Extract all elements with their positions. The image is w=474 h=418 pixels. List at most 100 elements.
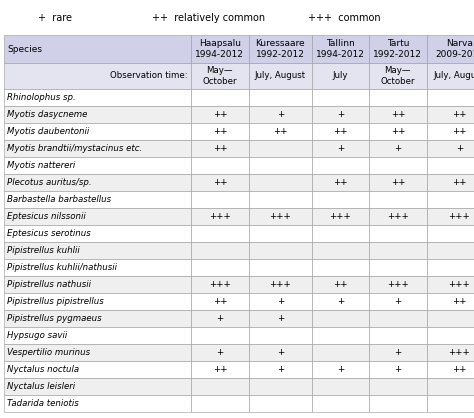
Bar (311, 106, 369, 123)
Text: +: + (277, 110, 284, 119)
Bar (191, 123, 249, 140)
Bar (191, 106, 249, 123)
Bar (249, 140, 311, 157)
Text: Pipistrellus kuhlii: Pipistrellus kuhlii (7, 246, 80, 255)
Bar (4, 157, 191, 174)
Bar (369, 225, 427, 242)
Text: +: + (216, 314, 223, 323)
Bar (249, 63, 311, 89)
Bar (369, 276, 427, 293)
Bar (249, 123, 311, 140)
Text: Nyctalus noctula: Nyctalus noctula (7, 365, 79, 374)
Bar (311, 140, 369, 157)
Bar (427, 276, 474, 293)
Bar (191, 225, 249, 242)
Bar (191, 259, 249, 276)
Text: ++: ++ (391, 127, 405, 136)
Text: ++: ++ (452, 365, 466, 374)
Bar (369, 174, 427, 191)
Bar (427, 378, 474, 395)
Bar (249, 327, 311, 344)
Bar (4, 310, 191, 327)
Bar (191, 89, 249, 106)
Text: +: + (337, 365, 344, 374)
Bar (311, 293, 369, 310)
Bar (191, 378, 249, 395)
Text: ++: ++ (333, 178, 347, 187)
Bar (4, 63, 191, 89)
Bar (369, 140, 427, 157)
Bar (427, 174, 474, 191)
Bar (4, 140, 191, 157)
Bar (427, 293, 474, 310)
Bar (191, 395, 249, 412)
Bar (427, 225, 474, 242)
Text: May—
October: May— October (381, 66, 415, 86)
Text: +: + (337, 297, 344, 306)
Bar (369, 378, 427, 395)
Bar (311, 89, 369, 106)
Bar (191, 174, 249, 191)
Bar (311, 35, 369, 63)
Text: ++: ++ (213, 365, 227, 374)
Bar (427, 106, 474, 123)
Text: Eptesicus serotinus: Eptesicus serotinus (7, 229, 91, 238)
Bar (4, 208, 191, 225)
Bar (191, 35, 249, 63)
Bar (369, 35, 427, 63)
Text: +: + (216, 348, 223, 357)
Text: +++: +++ (448, 212, 470, 221)
Text: ++: ++ (213, 110, 227, 119)
Text: +++: +++ (448, 348, 470, 357)
Bar (311, 259, 369, 276)
Bar (427, 310, 474, 327)
Bar (249, 35, 311, 63)
Text: Eptesicus nilssonii: Eptesicus nilssonii (7, 212, 86, 221)
Text: +: + (394, 144, 401, 153)
Text: +++  common: +++ common (308, 13, 381, 23)
Text: Barbastella barbastellus: Barbastella barbastellus (7, 195, 111, 204)
Text: ++: ++ (333, 127, 347, 136)
Bar (4, 123, 191, 140)
Bar (311, 208, 369, 225)
Bar (311, 123, 369, 140)
Text: +++: +++ (270, 280, 291, 289)
Bar (311, 395, 369, 412)
Text: July: July (333, 71, 348, 81)
Bar (311, 361, 369, 378)
Text: Narva
2009-2012: Narva 2009-2012 (435, 39, 474, 59)
Bar (249, 89, 311, 106)
Bar (427, 89, 474, 106)
Text: ++: ++ (213, 127, 227, 136)
Bar (4, 35, 191, 63)
Bar (4, 259, 191, 276)
Bar (191, 310, 249, 327)
Text: +: + (277, 297, 284, 306)
Text: Pipistrellus nathusii: Pipistrellus nathusii (7, 280, 91, 289)
Bar (4, 293, 191, 310)
Text: +++: +++ (209, 212, 231, 221)
Bar (249, 191, 311, 208)
Text: ++: ++ (391, 110, 405, 119)
Bar (249, 157, 311, 174)
Text: ++: ++ (452, 127, 466, 136)
Text: ++  relatively common: ++ relatively common (152, 13, 265, 23)
Text: ++: ++ (452, 178, 466, 187)
Bar (4, 327, 191, 344)
Bar (191, 63, 249, 89)
Text: +  rare: + rare (38, 13, 72, 23)
Bar (369, 344, 427, 361)
Bar (4, 225, 191, 242)
Text: ++: ++ (391, 178, 405, 187)
Bar (249, 395, 311, 412)
Text: Tartu
1992-2012: Tartu 1992-2012 (374, 39, 422, 59)
Bar (427, 35, 474, 63)
Text: Tadarida teniotis: Tadarida teniotis (7, 399, 79, 408)
Bar (191, 344, 249, 361)
Text: Pipistrellus pipistrellus: Pipistrellus pipistrellus (7, 297, 104, 306)
Text: Myotis daubentonii: Myotis daubentonii (7, 127, 89, 136)
Text: +: + (277, 348, 284, 357)
Bar (311, 327, 369, 344)
Text: ++: ++ (213, 297, 227, 306)
Bar (191, 361, 249, 378)
